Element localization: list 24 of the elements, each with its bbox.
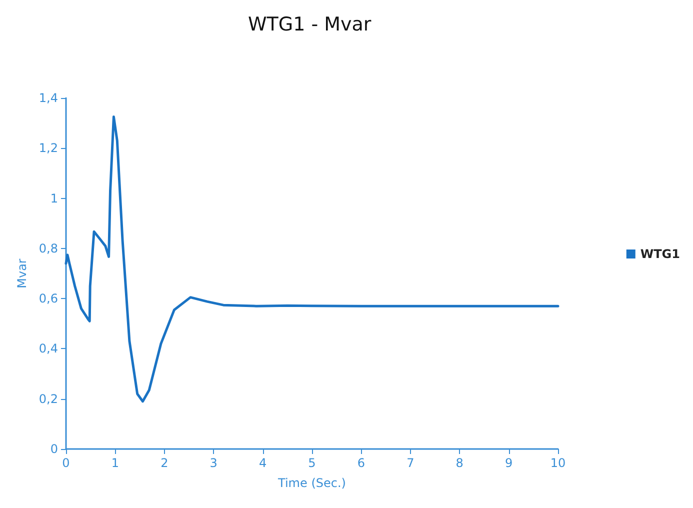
x-tick-label: 10 — [550, 456, 566, 470]
x-tick-label: 3 — [210, 456, 218, 470]
legend-label: WTG1 — [640, 247, 680, 261]
y-tick-label: 0,8 — [38, 241, 58, 256]
x-axis-title: Time (Sec.) — [277, 476, 346, 490]
x-tick-label: 5 — [308, 456, 316, 470]
y-axis-title: Mvar — [15, 258, 29, 288]
x-tick-label: 4 — [258, 456, 267, 470]
x-tick-label: 7 — [406, 456, 414, 470]
y-tick-label: 0,6 — [38, 292, 58, 306]
y-tick-label: 0 — [50, 442, 58, 456]
x-tick-label: 1 — [111, 456, 120, 470]
line-series — [64, 116, 560, 403]
y-tick-label: 1,2 — [38, 141, 58, 156]
x-tick-label: 0 — [62, 456, 70, 470]
y-tick-label: 1,4 — [38, 91, 58, 105]
x-tick-label: 6 — [357, 456, 366, 470]
y-tick-label: 0,4 — [38, 342, 58, 356]
x-tick-label: 8 — [456, 456, 464, 470]
chart-title: WTG1 - Mvar — [248, 14, 372, 36]
y-tick-label: 1 — [50, 191, 58, 206]
y-tick-label: 0,2 — [38, 392, 58, 406]
x-tick-label: 9 — [504, 456, 513, 470]
x-tick-label: 2 — [160, 456, 168, 470]
